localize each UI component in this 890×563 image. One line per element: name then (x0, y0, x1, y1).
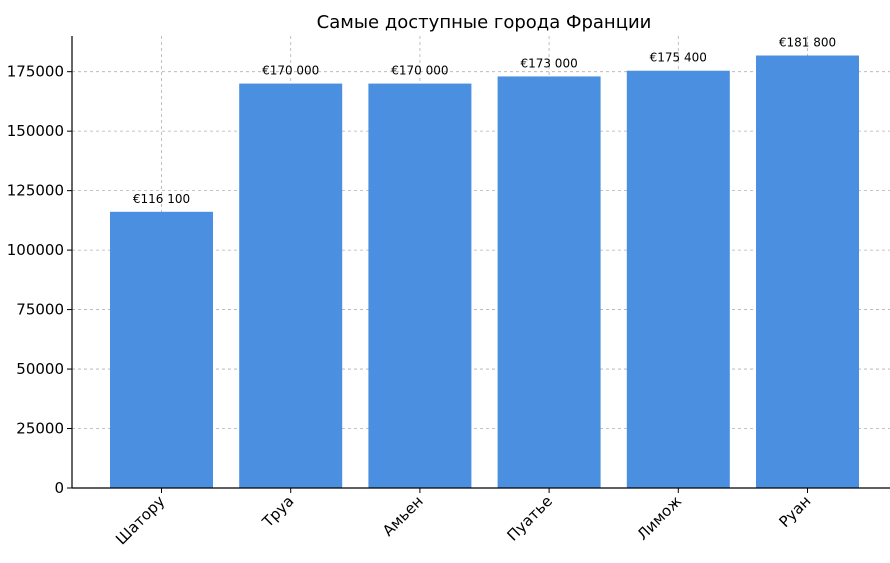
bar-data-label: €116 100 (133, 192, 190, 206)
bar (756, 55, 859, 488)
y-tick-label: 75000 (16, 301, 64, 319)
y-tick-label: 50000 (16, 360, 64, 378)
bars-layer (110, 55, 859, 489)
bar-data-label: €170 000 (262, 64, 319, 78)
bar-data-label: €175 400 (650, 51, 707, 65)
bar (626, 70, 730, 488)
axes-layer (67, 36, 890, 493)
x-category-label: Шатору (112, 492, 168, 548)
x-category-label: Лимож (633, 492, 685, 544)
y-tick-label: 175000 (7, 63, 64, 81)
bar (239, 83, 343, 488)
bar-data-label: €173 000 (520, 56, 577, 70)
bar (368, 83, 472, 488)
bar (110, 211, 213, 489)
y-tick-label: 0 (54, 479, 64, 497)
x-category-label: Труа (258, 492, 297, 531)
chart-title: Самые доступные города Франции (317, 12, 652, 33)
bar-data-label: €181 800 (779, 36, 836, 50)
x-category-label: Руан (775, 492, 814, 531)
x-category-label: Пуатье (503, 492, 555, 544)
labels-layer: 0 25000 50000 75000 100000 125000 150000 175000… (7, 36, 836, 549)
bar-data-label: €170 000 (391, 64, 448, 78)
y-tick-label: 125000 (7, 182, 64, 200)
grid-layer (72, 36, 890, 488)
y-tick-label: 25000 (16, 420, 64, 438)
bar (497, 76, 601, 488)
y-tick-label: 150000 (7, 122, 64, 140)
x-category-label: Амьен (379, 492, 427, 540)
y-tick-label: 100000 (7, 241, 64, 259)
